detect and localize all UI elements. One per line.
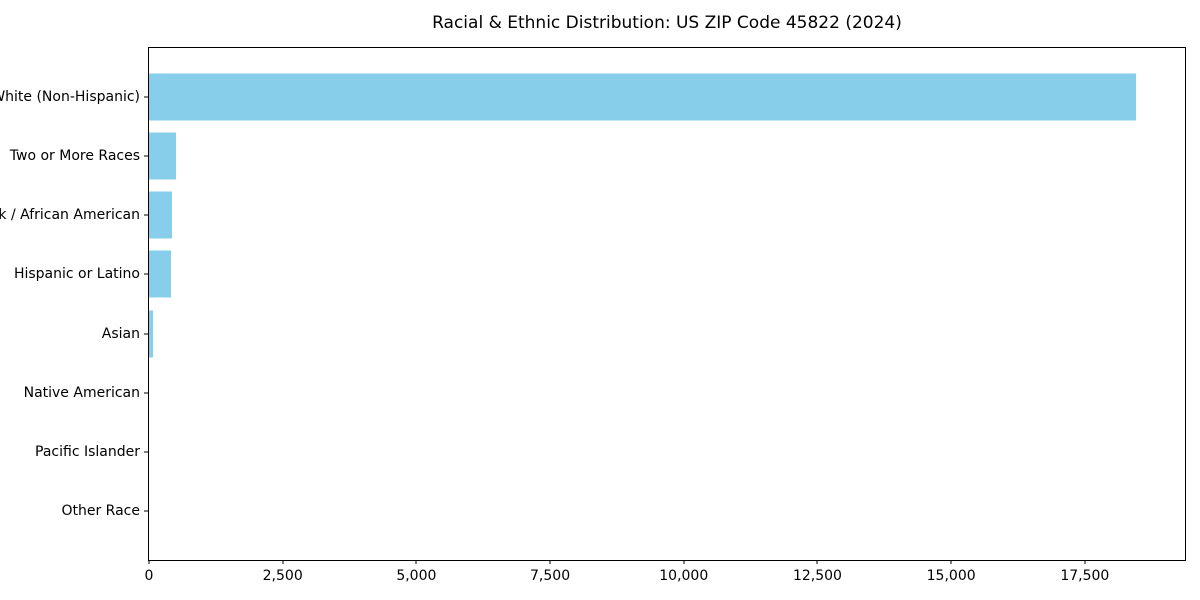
bar-row: White (Non-Hispanic) (0, 67, 1185, 126)
x-tick-mark (816, 560, 818, 564)
y-axis-tick (144, 96, 148, 98)
y-axis-tick (144, 273, 148, 275)
bar (149, 310, 153, 358)
y-axis-tick (144, 451, 148, 453)
x-tick-label: 12,500 (792, 568, 842, 584)
y-axis-label: Black / African American (0, 207, 140, 224)
y-axis-tick (144, 214, 148, 216)
bar (149, 73, 1136, 121)
y-axis-label: White (Non-Hispanic) (0, 88, 140, 105)
bar-row: Pacific Islander (35, 423, 1185, 482)
x-tick-mark (148, 560, 150, 564)
x-tick-label: 15,000 (926, 568, 976, 584)
x-tick-mark (415, 560, 417, 564)
plot-rows: White (Non-Hispanic) Two or More Races Bla… (0, 48, 1185, 560)
y-axis-label: Pacific Islander (35, 444, 140, 461)
bar (149, 191, 172, 239)
y-axis-tick (144, 510, 148, 512)
bar-row: Black / African American (0, 186, 1185, 245)
bar-row: Hispanic or Latino (14, 245, 1185, 304)
y-axis-tick (144, 392, 148, 394)
bar (149, 132, 176, 180)
x-tick-mark (683, 560, 685, 564)
x-tick-mark (549, 560, 551, 564)
bar (149, 250, 171, 298)
x-tick-label: 17,500 (1060, 568, 1110, 584)
y-axis-label: Native American (23, 384, 140, 401)
bar-row: Other Race (61, 482, 1185, 541)
x-axis: 0 2,500 5,000 7,500 10,000 12,500 15,000 17,500 (145, 560, 1185, 590)
x-tick-label: 10,000 (659, 568, 709, 584)
bar-row: Two or More Races (10, 126, 1185, 185)
x-tick-label: 5,000 (396, 568, 437, 584)
x-tick-mark (950, 560, 952, 564)
x-tick-label: 7,500 (530, 568, 571, 584)
y-axis-tick (144, 333, 148, 335)
y-axis-label: Two or More Races (9, 147, 140, 164)
x-tick-label: 2,500 (262, 568, 303, 584)
bar-row: Native American (24, 363, 1185, 422)
y-axis-label: Hispanic or Latino (13, 266, 140, 283)
y-axis-label: Other Race (61, 503, 140, 520)
bar-row: Asian (102, 304, 1185, 363)
y-axis-label: Asian (101, 325, 140, 342)
x-tick-mark (282, 560, 284, 564)
y-axis-tick (144, 155, 148, 157)
x-tick-label: 0 (144, 568, 154, 584)
x-tick-mark (1084, 560, 1086, 564)
chart-title: Racial & Ethnic Distribution: US ZIP Cod… (432, 13, 902, 33)
plot-area: White (Non-Hispanic) Two or More Races Bla… (0, 47, 1186, 584)
